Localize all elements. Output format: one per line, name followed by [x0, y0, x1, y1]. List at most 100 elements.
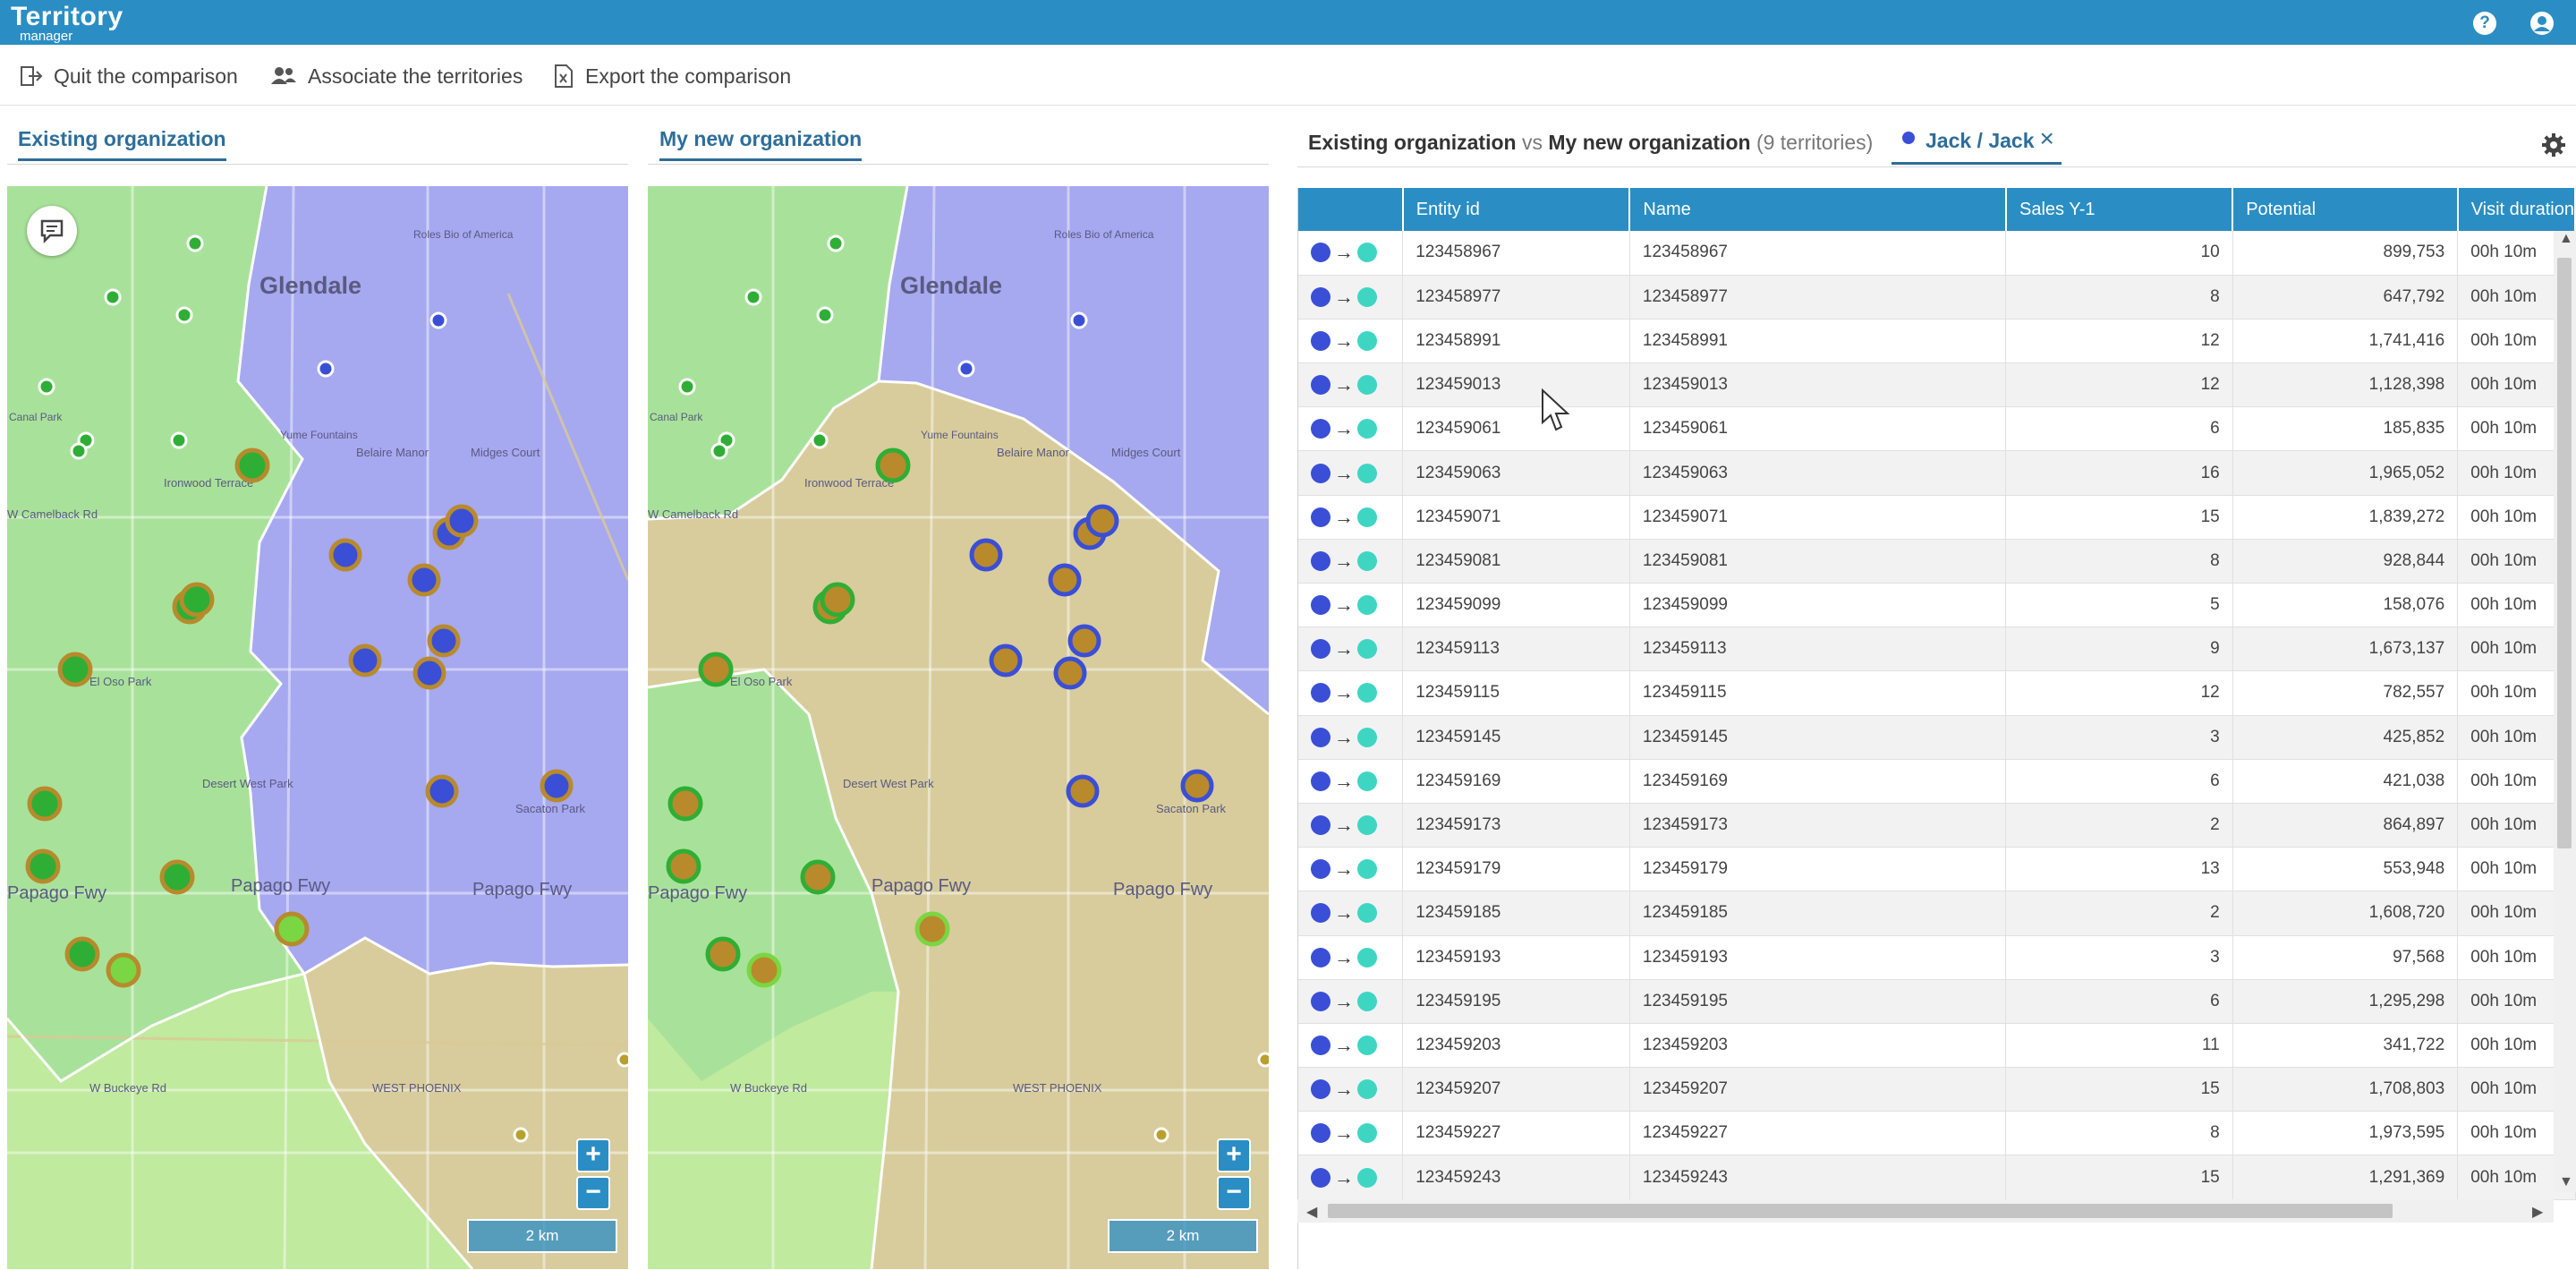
zoom-in-button[interactable]: + [576, 1138, 610, 1172]
help-icon[interactable]: ? [2473, 12, 2496, 35]
new-territory-dot [1357, 286, 1377, 307]
potential-cell: 97,568 [2232, 935, 2459, 980]
table-row[interactable]: → 123459145 123459145 3 425,852 00h 10m [1298, 715, 2576, 760]
logo-text: Territory [11, 2, 123, 31]
map-label: Sacaton Park [1156, 802, 1227, 815]
arrow-right-icon: → [1334, 328, 1354, 352]
table-row[interactable]: → 123459081 123459081 8 928,844 00h 10m [1298, 539, 2576, 584]
app-header: Territory manager ? [0, 0, 2576, 45]
sales-cell: 15 [2005, 1067, 2233, 1112]
table-row[interactable]: → 123458977 123458977 8 647,792 00h 10m [1298, 275, 2576, 320]
scroll-right-icon[interactable]: ▶ [2532, 1205, 2544, 1220]
table-row[interactable]: → 123459179 123459179 13 553,948 00h 10m [1298, 847, 2576, 892]
potential-cell: 1,608,720 [2232, 891, 2459, 936]
territory-move-indicator: → [1311, 593, 1390, 617]
new-organization-map[interactable]: Glendale Roles Bio of America Canal Park… [648, 186, 1269, 1269]
map-label: Papago Fwy [1113, 880, 1212, 899]
scroll-up-icon[interactable]: ▲ [2559, 231, 2573, 246]
name-cell: 123459173 [1629, 803, 2007, 848]
table-row[interactable]: → 123459115 123459115 12 782,557 00h 10m [1298, 670, 2576, 716]
map-label: Papago Fwy [472, 880, 572, 899]
zoom-out-button[interactable]: − [1217, 1176, 1251, 1210]
map-canvas[interactable]: Glendale Roles Bio of America Canal Park… [7, 186, 628, 1269]
export-comparison-label: Export the comparison [585, 64, 792, 88]
table-row[interactable]: → 123459063 123459063 16 1,965,052 00h 10m [1298, 450, 2576, 496]
arrow-right-icon: → [1334, 725, 1354, 748]
associate-territories-button[interactable]: Associate the territories [270, 64, 523, 88]
scroll-left-icon[interactable]: ◀ [1306, 1205, 1318, 1220]
entity-id-cell: 123459113 [1402, 626, 1630, 672]
zoom-out-button[interactable]: − [576, 1176, 610, 1210]
old-territory-dot [1311, 947, 1331, 967]
table-row[interactable]: → 123459227 123459227 8 1,973,595 00h 10m [1298, 1111, 2576, 1156]
name-cell: 123459081 [1629, 539, 2007, 584]
territory-move-cell: → [1298, 1023, 1404, 1069]
arrow-right-icon: → [1334, 945, 1354, 968]
vs-label: vs [1521, 131, 1543, 154]
table-row[interactable]: → 123458991 123458991 12 1,741,416 00h 10m [1298, 319, 2576, 364]
arrow-right-icon: → [1334, 989, 1354, 1012]
potential-cell: 1,295,298 [2232, 979, 2459, 1024]
table-row[interactable]: → 123459243 123459243 15 1,291,369 00h 10m [1298, 1155, 2576, 1200]
gear-icon[interactable] [2541, 132, 2566, 158]
close-icon[interactable]: × [2039, 124, 2054, 152]
arrow-right-icon: → [1334, 1165, 1354, 1189]
territory-move-indicator: → [1311, 726, 1390, 749]
entity-id-cell: 123459207 [1402, 1067, 1630, 1112]
territory-filter-tab[interactable]: Jack / Jack × [1892, 125, 2062, 165]
zoom-in-button[interactable]: + [1217, 1138, 1251, 1172]
associate-territories-label: Associate the territories [308, 64, 523, 88]
table-row[interactable]: → 123459173 123459173 2 864,897 00h 10m [1298, 803, 2576, 848]
table-row[interactable]: → 123459113 123459113 9 1,673,137 00h 10m [1298, 626, 2576, 672]
map-canvas[interactable]: Glendale Roles Bio of America Canal Park… [648, 186, 1269, 1269]
scroll-down-icon[interactable]: ▼ [2559, 1174, 2573, 1189]
sales-cell: 15 [2005, 495, 2233, 540]
table-row[interactable]: → 123459099 123459099 5 158,076 00h 10m [1298, 583, 2576, 628]
table-row[interactable]: → 123459207 123459207 15 1,708,803 00h 10m [1298, 1067, 2576, 1112]
new-organization-tab[interactable]: My new organization [659, 127, 863, 161]
table-row[interactable]: → 123458967 123458967 10 899,753 00h 10m [1298, 231, 2576, 276]
potential-cell: 928,844 [2232, 539, 2459, 584]
vertical-scrollbar[interactable]: ▲ ▼ [2554, 231, 2576, 1192]
existing-organization-map[interactable]: Glendale Roles Bio of America Canal Park… [7, 186, 628, 1269]
sales-cell: 16 [2005, 450, 2233, 496]
scrollbar-thumb[interactable] [1328, 1204, 2393, 1218]
column-header-visit-duration[interactable]: Visit duration [2457, 188, 2576, 231]
existing-organization-tab[interactable]: Existing organization [18, 127, 226, 161]
table-row[interactable]: → 123459193 123459193 3 97,568 00h 10m [1298, 935, 2576, 980]
map-label: Glendale [259, 272, 361, 299]
table-row[interactable]: → 123459061 123459061 6 185,835 00h 10m [1298, 406, 2576, 452]
new-territory-dot [1357, 859, 1377, 880]
territory-move-cell: → [1298, 450, 1404, 496]
app-logo[interactable]: Territory manager [11, 2, 123, 44]
column-header-entity-id[interactable]: Entity id [1402, 188, 1631, 231]
name-cell: 123459013 [1629, 362, 2007, 408]
export-comparison-button[interactable]: Export the comparison [553, 64, 791, 88]
horizontal-scrollbar[interactable]: ◀ ▶ [1297, 1199, 2554, 1223]
old-territory-dot [1311, 683, 1331, 703]
territory-move-indicator: → [1311, 462, 1390, 485]
territory-move-cell: → [1298, 803, 1404, 848]
table-row[interactable]: → 123459169 123459169 6 421,038 00h 10m [1298, 759, 2576, 804]
table-row[interactable]: → 123459013 123459013 12 1,128,398 00h 10m [1298, 362, 2576, 408]
potential-cell: 185,835 [2232, 406, 2459, 452]
territory-move-indicator: → [1311, 681, 1390, 704]
column-header-name[interactable]: Name [1629, 188, 2007, 231]
scrollbar-thumb[interactable] [2557, 258, 2572, 848]
new-territory-dot [1357, 330, 1377, 351]
legend-button[interactable] [27, 206, 77, 256]
column-header-sales[interactable]: Sales Y-1 [2005, 188, 2234, 231]
table-row[interactable]: → 123459195 123459195 6 1,295,298 00h 10m [1298, 979, 2576, 1024]
quit-comparison-button[interactable]: Quit the comparison [20, 64, 238, 88]
column-header-potential[interactable]: Potential [2232, 188, 2459, 231]
entity-id-cell: 123459227 [1402, 1111, 1630, 1156]
column-header-move[interactable] [1298, 188, 1404, 231]
table-row[interactable]: → 123459071 123459071 15 1,839,272 00h 10m [1298, 495, 2576, 540]
old-territory-dot [1311, 815, 1331, 836]
table-row[interactable]: → 123459203 123459203 11 341,722 00h 10m [1298, 1023, 2576, 1069]
comparison-title: Existing organization vs My new organiza… [1308, 131, 1873, 155]
name-cell: 123458991 [1629, 319, 2007, 364]
user-icon[interactable] [2530, 12, 2554, 35]
arrow-right-icon: → [1334, 637, 1354, 661]
table-row[interactable]: → 123459185 123459185 2 1,608,720 00h 10m [1298, 891, 2576, 936]
